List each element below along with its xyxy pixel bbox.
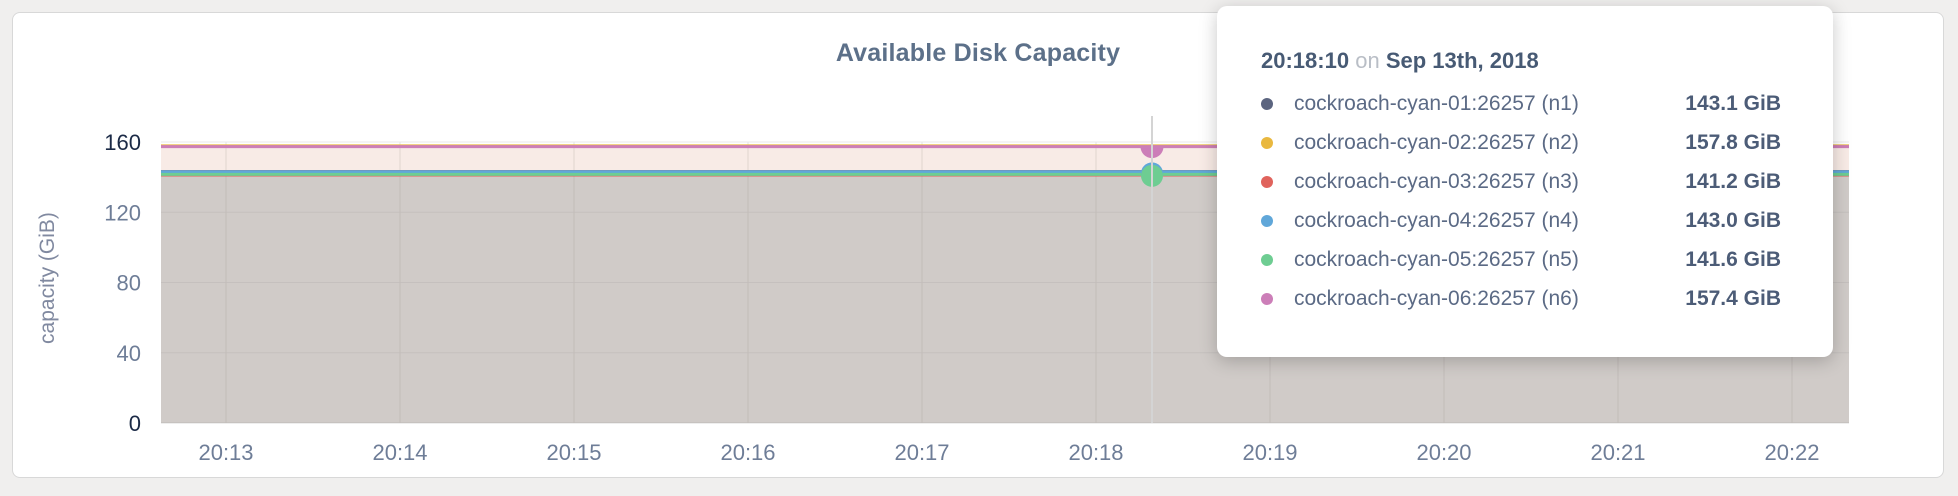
- y-axis-tick-label: 160: [104, 130, 141, 155]
- series-color-dot-n2: [1261, 136, 1273, 149]
- series-label: cockroach-cyan-03:26257 (n3): [1294, 169, 1579, 193]
- series-value: 141.6 GiB: [1685, 247, 1781, 271]
- tooltip-series-row: cockroach-cyan-01:26257 (n1) 143.1 GiB: [1261, 84, 1781, 123]
- x-axis-tick-label: 20:20: [1416, 440, 1471, 465]
- tooltip-time: 20:18:10: [1261, 48, 1350, 73]
- tooltip-timestamp: 20:18:10 on Sep 13th, 2018: [1261, 46, 1781, 76]
- series-color-dot-n1: [1261, 97, 1273, 110]
- tooltip-date: Sep 13th, 2018: [1385, 48, 1539, 73]
- series-label: cockroach-cyan-06:26257 (n6): [1294, 286, 1579, 310]
- x-axis-tick-label: 20:15: [546, 440, 601, 465]
- series-value: 143.0 GiB: [1685, 208, 1781, 232]
- y-axis-tick-label: 40: [117, 341, 141, 366]
- tooltip-connector: on: [1355, 48, 1380, 73]
- x-axis-tick-label: 20:22: [1764, 440, 1819, 465]
- x-axis-tick-label: 20:13: [198, 440, 253, 465]
- y-axis-tick-label: 120: [104, 200, 141, 225]
- series-value: 157.8 GiB: [1685, 130, 1781, 154]
- tooltip-series-row: cockroach-cyan-03:26257 (n3) 141.2 GiB: [1261, 162, 1781, 201]
- series-label: cockroach-cyan-05:26257 (n5): [1294, 247, 1579, 271]
- x-axis-tick-label: 20:17: [894, 440, 949, 465]
- y-axis-tick-label: 80: [117, 271, 141, 296]
- tooltip-series-row: cockroach-cyan-04:26257 (n4) 143.0 GiB: [1261, 201, 1781, 240]
- series-color-dot-n4: [1261, 214, 1273, 227]
- tooltip-series-row: cockroach-cyan-06:26257 (n6) 157.4 GiB: [1261, 279, 1781, 318]
- series-value: 157.4 GiB: [1685, 286, 1781, 310]
- series-label: cockroach-cyan-02:26257 (n2): [1294, 130, 1579, 154]
- series-color-dot-n3: [1261, 175, 1273, 188]
- series-value: 141.2 GiB: [1685, 169, 1781, 193]
- hover-tooltip: 20:18:10 on Sep 13th, 2018 cockroach-cya…: [1217, 6, 1833, 357]
- x-axis-tick-label: 20:18: [1068, 440, 1123, 465]
- x-axis-tick-label: 20:14: [372, 440, 427, 465]
- series-color-dot-n6: [1261, 292, 1273, 305]
- tooltip-series-row: cockroach-cyan-02:26257 (n2) 157.8 GiB: [1261, 123, 1781, 162]
- series-color-dot-n5: [1261, 253, 1273, 266]
- series-label: cockroach-cyan-01:26257 (n1): [1294, 91, 1579, 115]
- x-axis-tick-label: 20:21: [1590, 440, 1645, 465]
- chart-title: Available Disk Capacity: [835, 39, 1121, 67]
- series-label: cockroach-cyan-04:26257 (n4): [1294, 208, 1579, 232]
- tooltip-series-row: cockroach-cyan-05:26257 (n5) 141.6 GiB: [1261, 240, 1781, 279]
- series-value: 143.1 GiB: [1685, 91, 1781, 115]
- x-axis-tick-label: 20:16: [720, 440, 775, 465]
- x-axis-tick-label: 20:19: [1242, 440, 1297, 465]
- y-axis-title: capacity (GiB): [36, 212, 59, 344]
- tooltip-rows: cockroach-cyan-01:26257 (n1) 143.1 GiB coc…: [1261, 84, 1781, 318]
- y-axis-tick-label: 0: [129, 411, 141, 436]
